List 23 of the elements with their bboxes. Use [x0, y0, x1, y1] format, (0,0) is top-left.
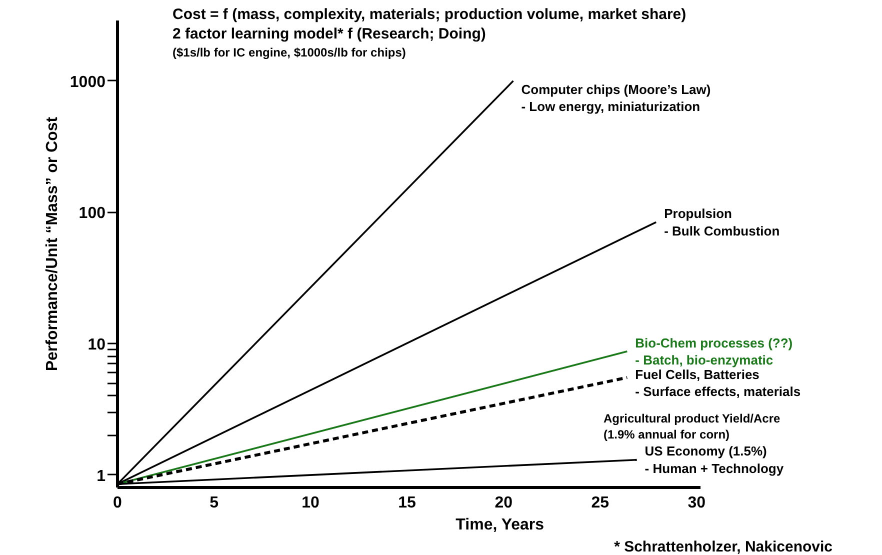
y-tick-label: 1000 [70, 74, 106, 91]
annotation: Cost = f (mass, complexity, materials; production volume, market share) [172, 6, 686, 23]
x-tick-label: 5 [210, 494, 219, 512]
x-tick-label: 30 [688, 494, 706, 512]
annotation: ($1s/lb for IC engine, $1000s/lb for chips) [172, 46, 406, 60]
x-tick-label: 20 [494, 494, 513, 512]
series-label: Fuel Cells, Batteries - Surface effects, materials [635, 366, 801, 400]
y-tick-label: 1 [96, 468, 106, 485]
y-tick-label: 100 [78, 205, 106, 222]
text: * Schrattenholzer, Nakicenovic [614, 538, 833, 555]
x-tick-label: 10 [302, 494, 320, 512]
x-tick-label: 15 [398, 494, 416, 512]
annotation: 2 factor learning model* f (Research; Doing) [172, 26, 486, 43]
x-tick-label: 0 [113, 494, 122, 512]
annotation: Agricultural product Yield/Acre (1.9% annual for corn) [604, 412, 781, 442]
series-label: Propulsion - Bulk Combustion [664, 206, 780, 238]
series-label: Bio-Chem processes (??) - Batch, bio-enzymatic [635, 335, 793, 368]
x-tick-label: 25 [591, 494, 610, 512]
x-axis-title: Time, Years [456, 516, 544, 534]
y-tick-label: 10 [88, 336, 106, 354]
series-label: US Economy (1.5%) - Human + Technology [644, 444, 784, 476]
series-label: Computer chips (Moore’s Law) - Low energy, miniaturization [521, 82, 711, 114]
y-axis-title: Performance/Unit “Mass” or Cost [44, 116, 61, 372]
